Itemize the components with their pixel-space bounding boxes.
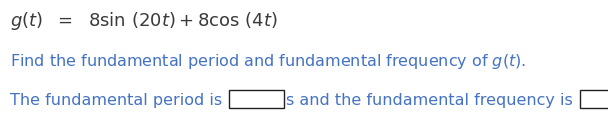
Text: The fundamental period is: The fundamental period is <box>10 93 227 108</box>
Text: Find the fundamental period and fundamental frequency of $g(t)$.: Find the fundamental period and fundamen… <box>10 52 526 71</box>
Bar <box>580 90 608 108</box>
Text: s and the fundamental frequency is: s and the fundamental frequency is <box>286 93 578 108</box>
Text: $g(t)\ \ =\ \ 8\sin\,(20t) + 8\cos\,(4t)$: $g(t)\ \ =\ \ 8\sin\,(20t) + 8\cos\,(4t)… <box>10 10 278 32</box>
Bar <box>229 90 285 108</box>
